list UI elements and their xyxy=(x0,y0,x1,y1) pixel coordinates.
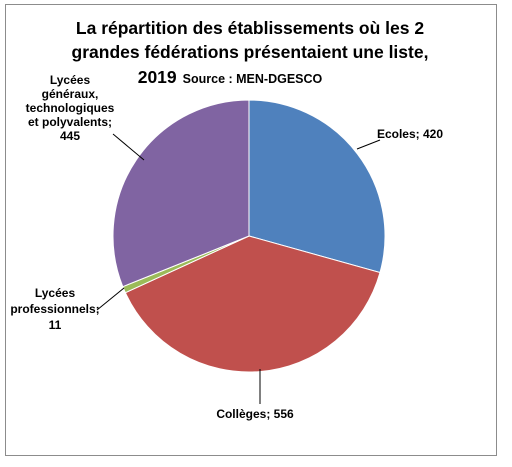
data-label-ecoles: Ecoles; 420 xyxy=(377,127,443,141)
data-label-colleges: Collèges; 556 xyxy=(216,407,294,421)
chart-title-line-2: grandes fédérations présentaient une lis… xyxy=(72,42,429,62)
data-label-line: 445 xyxy=(60,129,80,143)
leader-lines xyxy=(96,133,381,404)
data-label-line: Lycées xyxy=(35,286,76,300)
chart-title-line-3: 2019 Source : MEN-DGESCO xyxy=(138,67,323,87)
data-label-line: et polyvalents; xyxy=(28,115,112,129)
data-label-line: Ecoles; 420 xyxy=(377,127,443,141)
leader-line-ecoles xyxy=(356,139,381,150)
leader-line-lycees-professionnels xyxy=(96,287,125,311)
pie-slice-lycees-generaux-technologiques-et-polyvalents xyxy=(112,99,250,288)
pie-slice-ecoles xyxy=(248,99,386,274)
pie-slices xyxy=(112,99,386,373)
data-label-line: généraux, xyxy=(42,87,99,101)
data-label-line: 11 xyxy=(49,318,62,332)
chart-source: Source : MEN-DGESCO xyxy=(183,72,323,86)
chart-title-year: 2019 xyxy=(138,67,177,87)
chart-title-line-1: La répartition des établissements où les… xyxy=(76,18,424,38)
data-label-line: professionnels; xyxy=(10,302,99,316)
data-label-line: technologiques xyxy=(26,101,115,115)
data-label-lycees-generaux-technologiques-et-polyvalents: Lycées généraux, technologiques et polyvale… xyxy=(26,73,115,143)
slice-labels: Ecoles; 420 Collèges; 556 Lycées profession… xyxy=(10,73,443,421)
leader-line-lycees-generaux-technologiques-et-polyvalents xyxy=(112,133,145,161)
data-label-line: Lycées xyxy=(50,73,91,87)
data-label-line: Collèges; 556 xyxy=(216,407,294,421)
data-label-lycees-professionnels: Lycées professionnels; 11 xyxy=(10,286,99,332)
